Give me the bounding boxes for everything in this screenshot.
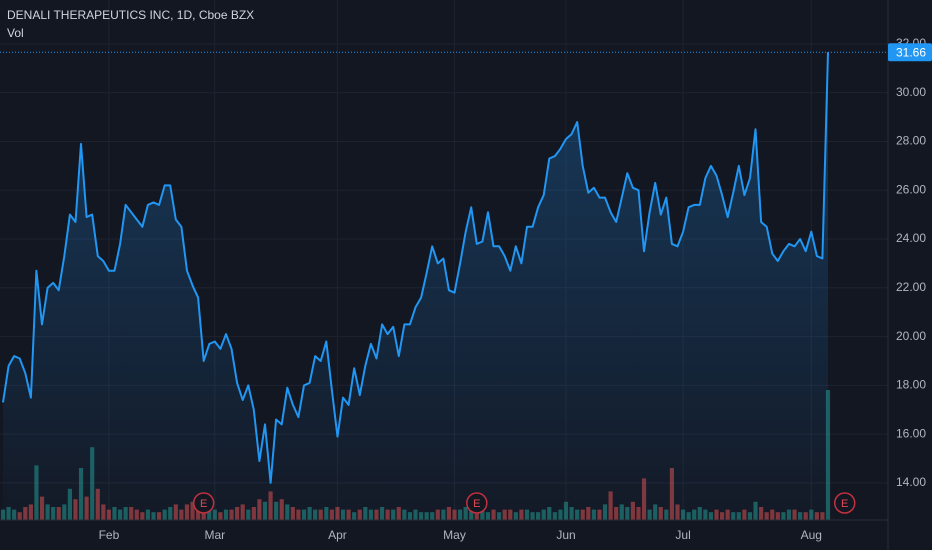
x-tick-label: Apr [328,528,347,542]
earnings-marker [192,492,215,514]
y-tick-label: 20.00 [896,329,926,343]
y-tick-label: 18.00 [896,378,926,392]
y-tick-label: 26.00 [896,182,926,196]
earnings-marker [833,492,856,514]
last-price-tag [888,43,932,62]
earnings-label: E [473,498,480,510]
y-tick-label: 22.00 [896,280,926,294]
price-line [2,52,829,484]
earnings-marker [466,492,488,514]
y-tick-label: 28.00 [896,134,926,148]
x-tick-label: Aug [801,528,822,542]
x-tick-label: Mar [204,528,225,542]
y-tick-label: 30.00 [896,85,926,99]
y-tick-label: 14.00 [896,475,926,489]
chart-title: DENALI THERAPEUTICS INC, 1D, Cboe BZX [7,8,254,22]
y-tick-label: 16.00 [896,426,926,440]
area-fill [3,52,828,520]
y-tick-label: 24.00 [896,231,926,245]
earnings-label: E [200,498,207,510]
x-tick-label: Jun [556,528,575,542]
x-tick-label: Jul [675,528,690,542]
earnings-label: E [841,498,848,510]
axis-layer: 14.00 16.00 18.00 20.00 22.00 24.00 26.00 28.00… [99,36,932,542]
x-tick-label: Feb [99,528,120,542]
last-price-label: 31.66 [896,45,926,59]
x-tick-label: May [443,528,466,542]
subtitle: Vol [7,26,24,40]
